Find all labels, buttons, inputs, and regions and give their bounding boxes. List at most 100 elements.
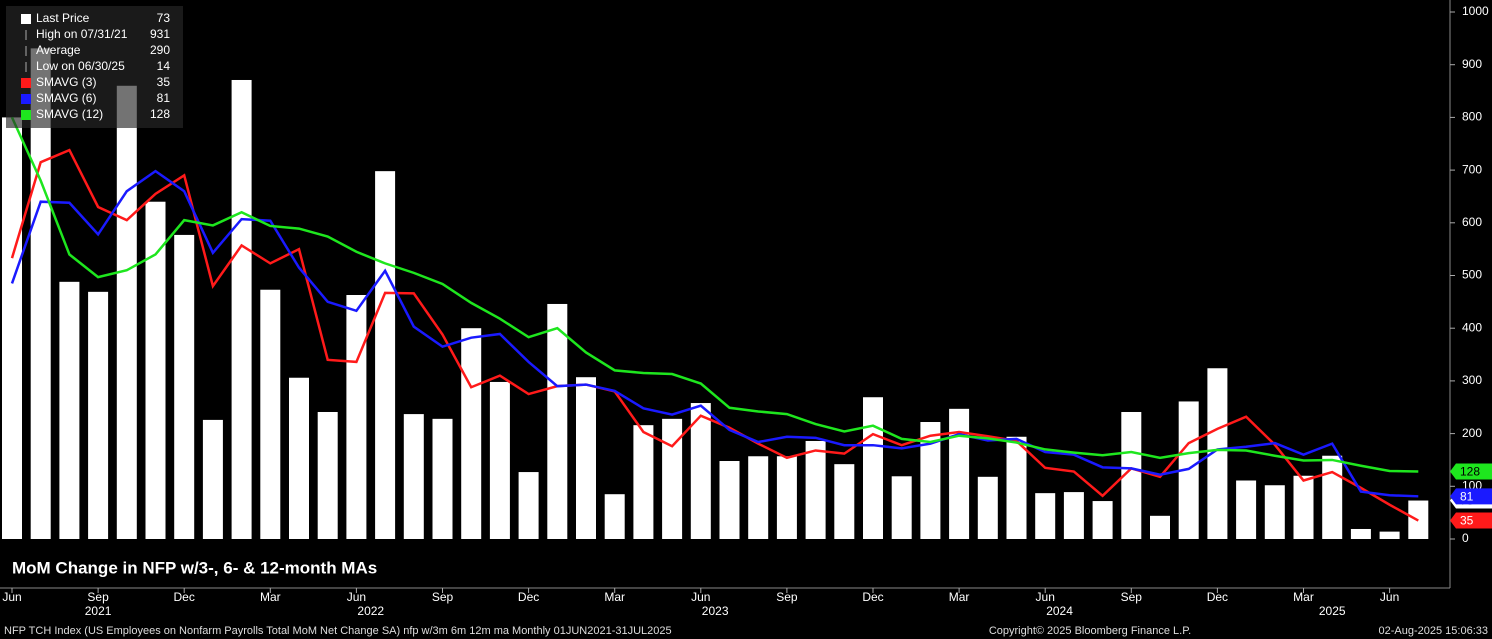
legend-value: 290 xyxy=(150,43,170,57)
year-label: 2021 xyxy=(85,604,112,618)
x-tick-label: Mar xyxy=(604,590,625,604)
bar xyxy=(920,422,941,539)
bar xyxy=(604,494,625,539)
bar xyxy=(1207,368,1228,539)
footer-right: 02-Aug-2025 15:06:33 xyxy=(1379,625,1488,637)
value-badge xyxy=(1450,463,1492,480)
bar xyxy=(260,289,281,539)
y-tick-label: 300 xyxy=(1462,373,1482,387)
bar xyxy=(518,472,539,539)
y-tick-label: 700 xyxy=(1462,162,1482,176)
legend-value: 81 xyxy=(157,91,171,105)
x-tick-label: Jun xyxy=(347,590,366,604)
x-tick-label: Mar xyxy=(1293,590,1314,604)
legend-swatch xyxy=(21,110,31,120)
value-badge xyxy=(1450,488,1492,505)
bar xyxy=(174,234,195,539)
legend-label: Low on 06/30/25 xyxy=(36,59,125,73)
value-badge-label: 35 xyxy=(1460,514,1474,528)
legend-label: SMAVG (6) xyxy=(36,91,96,105)
bar xyxy=(202,419,223,539)
value-badge xyxy=(1450,512,1492,529)
bar xyxy=(59,281,80,539)
y-tick-label: 900 xyxy=(1462,57,1482,71)
y-tick-label: 800 xyxy=(1462,110,1482,124)
bar xyxy=(289,377,309,539)
y-tick-label: 600 xyxy=(1462,215,1482,229)
legend: Last Price 73 High on 07/31/21 931 Average 29… xyxy=(6,6,183,128)
legend-swatch xyxy=(21,94,31,104)
footer-left: NFP TCH Index (US Employees on Nonfarm P… xyxy=(4,625,672,637)
legend-value: 35 xyxy=(157,75,171,89)
legend-label: SMAVG (3) xyxy=(36,75,96,89)
year-label: 2025 xyxy=(1319,604,1346,618)
bar xyxy=(633,425,654,539)
x-tick-label: Dec xyxy=(518,590,539,604)
value-badge-label: 128 xyxy=(1460,465,1480,479)
bar xyxy=(949,408,970,539)
chart-title: MoM Change in NFP w/3-, 6- & 12-month MA… xyxy=(12,558,377,577)
legend-value: 128 xyxy=(150,107,170,121)
bar xyxy=(2,117,22,540)
ma-line xyxy=(10,116,1419,473)
bar xyxy=(1150,515,1170,539)
bar xyxy=(375,171,396,540)
x-tick-label: Sep xyxy=(432,590,454,604)
y-tick-label: 200 xyxy=(1462,426,1482,440)
y-tick-label: 0 xyxy=(1462,531,1469,545)
x-tick-label: Sep xyxy=(1121,590,1143,604)
bar xyxy=(776,456,797,539)
bar xyxy=(1322,455,1343,539)
year-label: 2022 xyxy=(357,604,384,618)
bar xyxy=(1379,531,1400,539)
x-tick-label: Mar xyxy=(949,590,970,604)
legend-label: SMAVG (12) xyxy=(36,107,103,121)
legend-value: 73 xyxy=(157,11,171,25)
bar xyxy=(88,291,109,539)
x-tick-label: Dec xyxy=(862,590,883,604)
legend-value: 931 xyxy=(150,27,170,41)
year-label: 2024 xyxy=(1046,604,1073,618)
bar xyxy=(1264,485,1285,539)
bar xyxy=(432,418,453,539)
bar xyxy=(461,328,482,539)
bar xyxy=(346,294,367,539)
x-tick-label: Dec xyxy=(1207,590,1228,604)
bar xyxy=(1035,493,1056,539)
bar xyxy=(977,476,998,539)
bar xyxy=(1350,528,1371,539)
legend-label: High on 07/31/21 xyxy=(36,27,128,41)
bar xyxy=(231,79,252,539)
legend-box xyxy=(6,6,183,128)
bar xyxy=(576,377,596,539)
footer-center: Copyright© 2025 Bloomberg Finance L.P. xyxy=(989,625,1191,637)
x-tick-label: Dec xyxy=(174,590,195,604)
bar xyxy=(1178,401,1199,539)
bar xyxy=(1121,411,1142,539)
y-tick-label: 1000 xyxy=(1462,4,1489,18)
bar xyxy=(116,85,137,539)
ma-line xyxy=(10,169,1419,498)
bar xyxy=(690,403,711,539)
bar xyxy=(748,456,769,539)
bar xyxy=(1092,501,1113,539)
legend-label: Last Price xyxy=(36,11,90,25)
x-tick-label: Sep xyxy=(87,590,109,604)
bar xyxy=(489,381,510,539)
bar xyxy=(403,414,424,539)
legend-label: Average xyxy=(36,43,81,57)
y-tick-label: 400 xyxy=(1462,320,1482,334)
bar xyxy=(145,201,166,539)
bar xyxy=(1063,492,1084,539)
bar xyxy=(547,303,568,539)
ma-line xyxy=(10,148,1419,522)
bar xyxy=(863,397,883,539)
year-label: 2023 xyxy=(702,604,729,618)
bar xyxy=(1236,480,1257,539)
legend-swatch xyxy=(21,14,31,24)
bar xyxy=(891,476,912,539)
x-tick-label: Mar xyxy=(260,590,281,604)
x-tick-label: Jun xyxy=(1380,590,1399,604)
